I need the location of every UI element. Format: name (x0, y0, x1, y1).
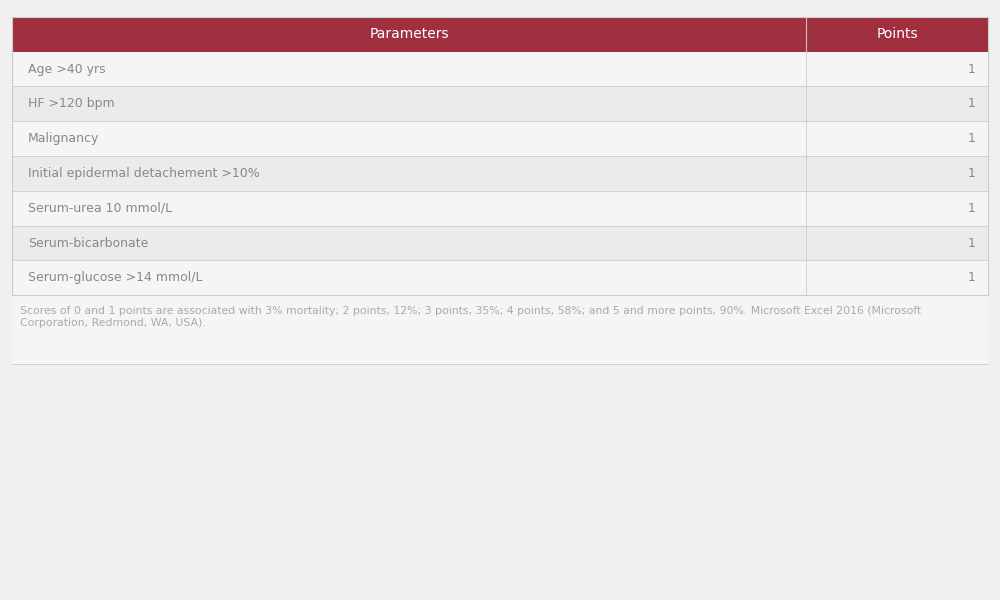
Bar (12, 295, 988, 364)
Text: Scores of 0 and 1 points are associated with 3% mortality; 2 points, 12%; 3 poin: Scores of 0 and 1 points are associated … (20, 306, 921, 328)
Text: 1: 1 (968, 62, 976, 76)
Text: HF >120 bpm: HF >120 bpm (28, 97, 115, 110)
Text: Serum-urea 10 mmol/L: Serum-urea 10 mmol/L (28, 202, 172, 215)
Text: 1: 1 (968, 132, 976, 145)
Bar (12, 52, 988, 86)
Text: 1: 1 (968, 97, 976, 110)
Text: Serum-bicarbonate: Serum-bicarbonate (28, 236, 148, 250)
Bar (12, 86, 988, 121)
Bar (12, 156, 988, 191)
Text: Points: Points (876, 27, 918, 41)
Text: Serum-glucose >14 mmol/L: Serum-glucose >14 mmol/L (28, 271, 202, 284)
Bar (12, 260, 988, 295)
Text: Parameters: Parameters (369, 27, 449, 41)
Bar (12, 17, 988, 52)
Bar (12, 191, 988, 226)
Text: Age >40 yrs: Age >40 yrs (28, 62, 106, 76)
Bar (12, 226, 988, 260)
Text: 1: 1 (968, 202, 976, 215)
Text: Initial epidermal detachement >10%: Initial epidermal detachement >10% (28, 167, 260, 180)
Text: 1: 1 (968, 167, 976, 180)
Text: 1: 1 (968, 271, 976, 284)
Text: 1: 1 (968, 236, 976, 250)
Bar (12, 121, 988, 156)
Text: Malignancy: Malignancy (28, 132, 99, 145)
